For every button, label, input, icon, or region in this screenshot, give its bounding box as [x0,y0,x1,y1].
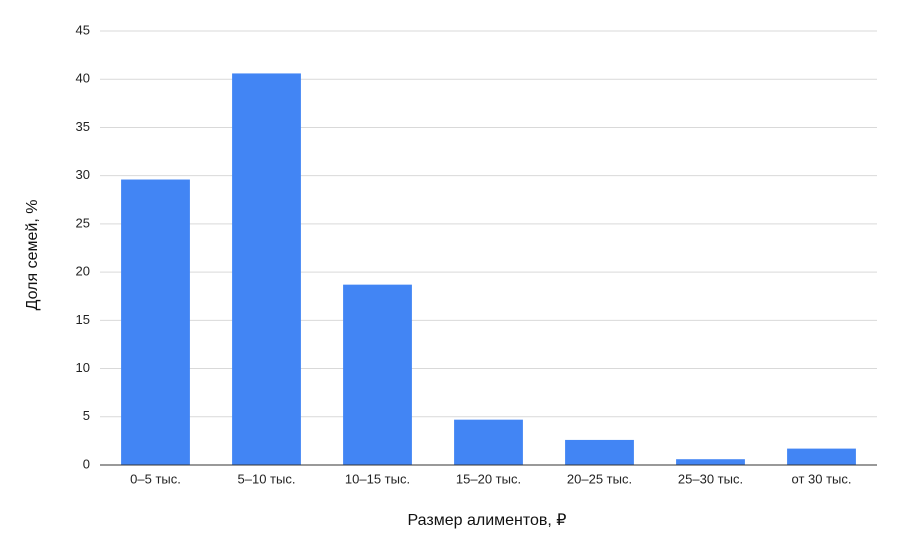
x-axis-title: Размер алиментов, ₽ [408,512,567,529]
x-tick-label: 20–25 тыс. [567,471,632,486]
bar [676,459,745,465]
x-tick-label: от 30 тыс. [792,471,852,486]
bar [121,179,190,465]
bar [454,419,523,465]
x-tick-label: 15–20 тыс. [456,471,521,486]
y-tick-label: 35 [76,119,90,134]
y-axis-title: Доля семей, % [24,200,41,311]
y-tick-label: 30 [76,167,90,182]
y-tick-label: 10 [76,360,90,375]
x-tick-label: 10–15 тыс. [345,471,410,486]
y-tick-label: 15 [76,312,90,327]
bar [787,448,856,465]
bar [343,284,412,465]
y-tick-label: 5 [83,408,90,423]
x-tick-label: 25–30 тыс. [678,471,743,486]
y-tick-label: 0 [83,456,90,471]
y-tick-label: 20 [76,264,90,279]
bar [232,73,301,466]
y-tick-label: 40 [76,71,90,86]
y-tick-label: 25 [76,215,90,230]
x-tick-label: 0–5 тыс. [130,471,181,486]
x-tick-label: 5–10 тыс. [238,471,296,486]
bar [565,439,634,465]
y-tick-label: 45 [76,22,90,37]
